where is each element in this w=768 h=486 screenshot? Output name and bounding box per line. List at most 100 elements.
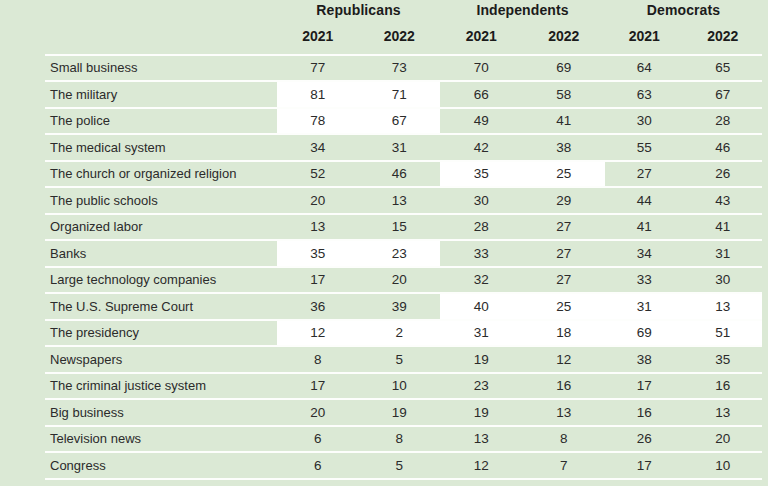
cell-value: 27 xyxy=(523,241,606,266)
cell-value: 28 xyxy=(684,109,763,134)
table-row: Newspapers8519123835 xyxy=(45,345,762,372)
cell-value: 49 xyxy=(440,109,523,134)
cell-value: 8 xyxy=(277,347,359,372)
table-row: The public schools201330294443 xyxy=(45,186,762,213)
cell-value: 12 xyxy=(277,321,359,346)
cell-value: 35 xyxy=(440,162,523,187)
row-label: The public schools xyxy=(45,188,277,213)
row-label: Congress xyxy=(45,453,277,478)
row-label: Television news xyxy=(45,427,277,452)
cell-value: 17 xyxy=(277,374,359,399)
cell-value: 31 xyxy=(684,241,763,266)
confidence-by-party-table: Republicans Independents Democrats 2021 … xyxy=(45,0,762,480)
cell-value: 26 xyxy=(605,427,684,452)
cell-value: 2 xyxy=(359,321,441,346)
row-label: The presidency xyxy=(45,321,277,346)
cell-value: 31 xyxy=(359,135,441,160)
cell-value: 70 xyxy=(440,56,523,81)
cell-value: 44 xyxy=(605,188,684,213)
cell-value: 32 xyxy=(440,268,523,293)
row-label: Large technology companies xyxy=(45,268,277,293)
cell-value: 18 xyxy=(523,321,606,346)
party-header-democrats: Democrats xyxy=(605,2,762,18)
cell-value: 78 xyxy=(277,109,359,134)
cell-value: 46 xyxy=(684,135,763,160)
cell-value: 69 xyxy=(523,56,606,81)
table-row: The medical system343142385546 xyxy=(45,133,762,160)
cell-value: 15 xyxy=(359,215,441,240)
cell-value: 13 xyxy=(277,215,359,240)
year-header-dem-2022: 2022 xyxy=(684,28,763,44)
cell-value: 31 xyxy=(440,321,523,346)
row-label: The police xyxy=(45,109,277,134)
cell-value: 41 xyxy=(605,215,684,240)
table-row: Congress651271710 xyxy=(45,451,762,478)
cell-value: 8 xyxy=(523,427,606,452)
row-label: Big business xyxy=(45,400,277,425)
cell-value: 35 xyxy=(684,347,763,372)
cell-value: 7 xyxy=(523,453,606,478)
row-label: Newspapers xyxy=(45,347,277,372)
cell-value: 19 xyxy=(440,347,523,372)
cell-value: 38 xyxy=(523,135,606,160)
cell-value: 6 xyxy=(277,427,359,452)
cell-value: 66 xyxy=(440,82,523,107)
cell-value: 13 xyxy=(359,188,441,213)
cell-value: 25 xyxy=(523,294,606,319)
table-row: Large technology companies172032273330 xyxy=(45,266,762,293)
cell-value: 16 xyxy=(523,374,606,399)
table-row: The criminal justice system171023161716 xyxy=(45,372,762,399)
cell-value: 71 xyxy=(359,82,441,107)
cell-value: 20 xyxy=(359,268,441,293)
cell-value: 16 xyxy=(605,400,684,425)
cell-value: 39 xyxy=(359,294,441,319)
cell-value: 23 xyxy=(440,374,523,399)
row-label: The criminal justice system xyxy=(45,374,277,399)
cell-value: 35 xyxy=(277,241,359,266)
cell-value: 6 xyxy=(277,453,359,478)
cell-value: 38 xyxy=(605,347,684,372)
table-row: Banks352333273431 xyxy=(45,239,762,266)
cell-value: 77 xyxy=(277,56,359,81)
row-label: Organized labor xyxy=(45,215,277,240)
cell-value: 23 xyxy=(359,241,441,266)
cell-value: 8 xyxy=(359,427,441,452)
cell-value: 10 xyxy=(359,374,441,399)
cell-value: 13 xyxy=(684,294,763,319)
cell-value: 64 xyxy=(605,56,684,81)
cell-value: 40 xyxy=(440,294,523,319)
cell-value: 5 xyxy=(359,453,441,478)
year-header-rep-2022: 2022 xyxy=(359,28,441,44)
row-label: The U.S. Supreme Court xyxy=(45,294,277,319)
cell-value: 30 xyxy=(605,109,684,134)
cell-value: 10 xyxy=(684,453,763,478)
cell-value: 16 xyxy=(684,374,763,399)
cell-value: 51 xyxy=(684,321,763,346)
table-bottom-rule xyxy=(45,478,762,480)
row-label: Banks xyxy=(45,241,277,266)
cell-value: 58 xyxy=(523,82,606,107)
table-row: Organized labor131528274141 xyxy=(45,213,762,240)
cell-value: 17 xyxy=(605,453,684,478)
cell-value: 36 xyxy=(277,294,359,319)
table-row: The police786749413028 xyxy=(45,107,762,134)
cell-value: 67 xyxy=(359,109,441,134)
cell-value: 17 xyxy=(605,374,684,399)
cell-value: 12 xyxy=(523,347,606,372)
cell-value: 46 xyxy=(359,162,441,187)
row-label: Small business xyxy=(45,56,277,81)
row-label: The military xyxy=(45,82,277,107)
year-header-ind-2021: 2021 xyxy=(440,28,523,44)
cell-value: 42 xyxy=(440,135,523,160)
table-row: Big business201919131613 xyxy=(45,398,762,425)
cell-value: 41 xyxy=(684,215,763,240)
cell-value: 27 xyxy=(523,215,606,240)
year-header-row: 2021 2022 2021 2022 2021 2022 xyxy=(45,19,762,54)
cell-value: 20 xyxy=(277,188,359,213)
cell-value: 13 xyxy=(684,400,763,425)
cell-value: 13 xyxy=(523,400,606,425)
table-row: Television news681382620 xyxy=(45,425,762,452)
cell-value: 20 xyxy=(684,427,763,452)
table-row: Small business777370696465 xyxy=(45,54,762,81)
cell-value: 31 xyxy=(605,294,684,319)
